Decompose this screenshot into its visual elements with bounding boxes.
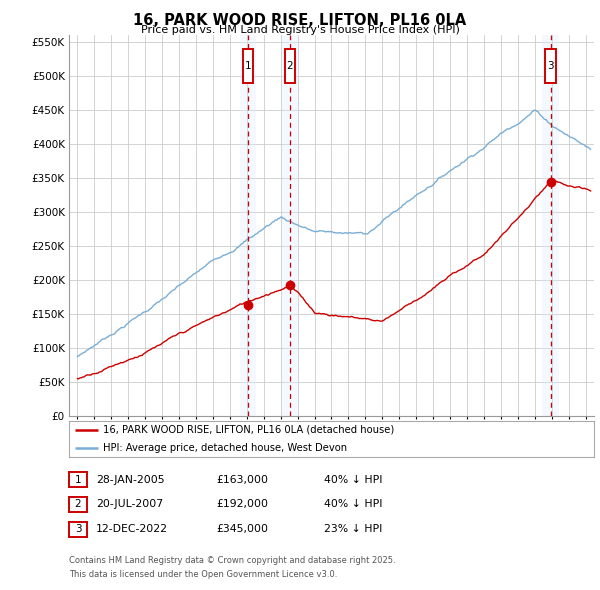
Text: 12-DEC-2022: 12-DEC-2022 — [96, 525, 168, 534]
Text: 1: 1 — [74, 475, 82, 484]
Text: HPI: Average price, detached house, West Devon: HPI: Average price, detached house, West… — [103, 443, 347, 453]
Text: 3: 3 — [548, 61, 554, 71]
FancyBboxPatch shape — [545, 49, 556, 83]
Bar — [281, 35, 298, 416]
Bar — [542, 35, 559, 416]
Text: This data is licensed under the Open Government Licence v3.0.: This data is licensed under the Open Gov… — [69, 571, 337, 579]
Text: 3: 3 — [74, 525, 82, 534]
Text: 2: 2 — [287, 61, 293, 71]
Text: Contains HM Land Registry data © Crown copyright and database right 2025.: Contains HM Land Registry data © Crown c… — [69, 556, 395, 565]
Text: £345,000: £345,000 — [216, 525, 268, 534]
Bar — [239, 35, 256, 416]
FancyBboxPatch shape — [284, 49, 295, 83]
FancyBboxPatch shape — [242, 49, 253, 83]
Text: 23% ↓ HPI: 23% ↓ HPI — [324, 525, 382, 534]
Text: 40% ↓ HPI: 40% ↓ HPI — [324, 500, 383, 509]
Text: 1: 1 — [245, 61, 251, 71]
Text: 16, PARK WOOD RISE, LIFTON, PL16 0LA: 16, PARK WOOD RISE, LIFTON, PL16 0LA — [133, 13, 467, 28]
Text: 28-JAN-2005: 28-JAN-2005 — [96, 475, 164, 484]
Text: 20-JUL-2007: 20-JUL-2007 — [96, 500, 163, 509]
Text: 2: 2 — [74, 500, 82, 509]
Text: Price paid vs. HM Land Registry's House Price Index (HPI): Price paid vs. HM Land Registry's House … — [140, 25, 460, 35]
Text: £163,000: £163,000 — [216, 475, 268, 484]
Text: £192,000: £192,000 — [216, 500, 268, 509]
Text: 40% ↓ HPI: 40% ↓ HPI — [324, 475, 383, 484]
Text: 16, PARK WOOD RISE, LIFTON, PL16 0LA (detached house): 16, PARK WOOD RISE, LIFTON, PL16 0LA (de… — [103, 425, 394, 435]
